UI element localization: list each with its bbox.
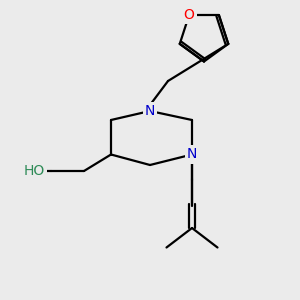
- Text: N: N: [145, 104, 155, 118]
- Text: N: N: [187, 148, 197, 161]
- Text: O: O: [184, 8, 194, 22]
- Text: HO: HO: [24, 164, 45, 178]
